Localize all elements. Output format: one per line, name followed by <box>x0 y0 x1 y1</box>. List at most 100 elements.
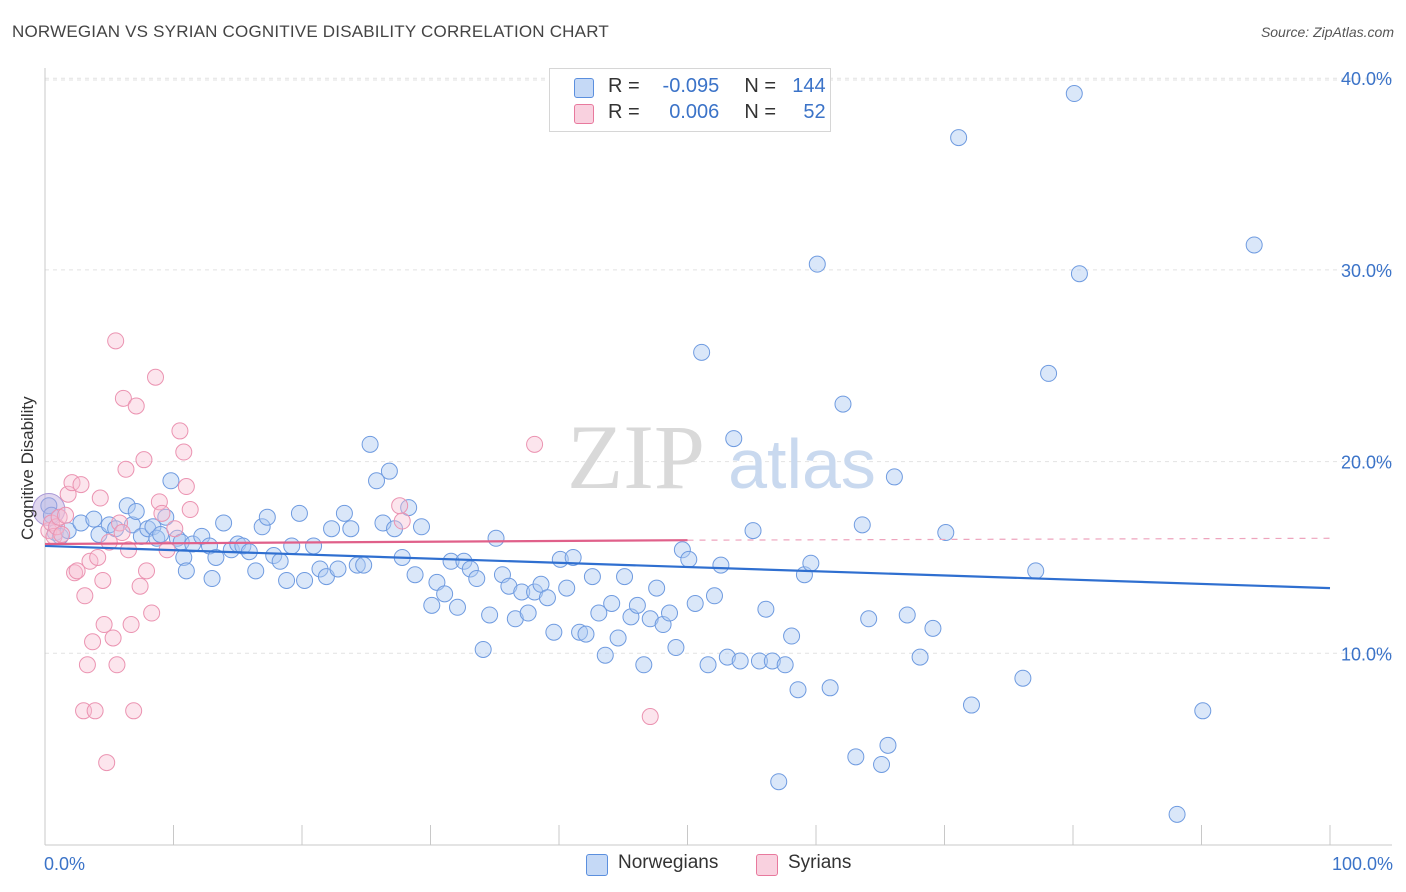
data-point-syrians <box>641 708 659 726</box>
data-point-norwegians <box>564 548 582 566</box>
data-point-syrians <box>50 508 68 526</box>
data-point-norwegians <box>705 587 723 605</box>
data-point-syrians <box>143 604 161 622</box>
chart-title: NORWEGIAN VS SYRIAN COGNITIVE DISABILITY… <box>12 22 609 41</box>
trend-lines <box>44 537 1331 590</box>
data-point-norwegians <box>789 681 807 699</box>
y-axis-label: Cognitive Disability <box>18 396 37 540</box>
data-point-syrians <box>108 656 126 674</box>
data-point-norwegians <box>323 520 341 538</box>
data-point-norwegians <box>436 585 454 603</box>
data-point-syrians <box>117 460 135 478</box>
data-point-norwegians <box>335 504 353 522</box>
data-point-norwegians <box>406 566 424 584</box>
data-point-norwegians <box>731 652 749 670</box>
data-point-norwegians <box>207 548 225 566</box>
data-point-norwegians <box>603 594 621 612</box>
data-point-norwegians <box>253 518 271 536</box>
axes <box>44 68 1392 846</box>
source-label: Source: ZipAtlas.com <box>1260 24 1394 40</box>
data-point-norwegians <box>1070 265 1088 283</box>
legend-swatch-syrians <box>574 104 594 124</box>
data-point-norwegians <box>413 518 431 536</box>
data-point-norwegians <box>380 462 398 480</box>
data-point-syrians <box>86 702 104 720</box>
data-point-syrians <box>138 562 156 580</box>
data-point-norwegians <box>821 679 839 697</box>
data-point-norwegians <box>368 472 386 490</box>
data-point-norwegians <box>834 395 852 413</box>
data-point-norwegians <box>776 656 794 674</box>
data-point-norwegians <box>290 504 308 522</box>
data-point-syrians <box>147 368 165 386</box>
data-point-norwegians <box>481 606 499 624</box>
data-point-norwegians <box>215 514 233 532</box>
data-point-norwegians <box>757 600 775 618</box>
data-point-norwegians <box>1014 669 1032 687</box>
data-point-norwegians <box>162 472 180 490</box>
data-point-norwegians <box>860 610 878 628</box>
data-point-syrians <box>175 443 193 461</box>
data-point-norwegians <box>1027 562 1045 580</box>
data-point-syrians <box>122 616 140 634</box>
data-point-norwegians <box>519 604 537 622</box>
data-point-syrians <box>166 520 184 538</box>
data-point-syrians <box>81 552 99 570</box>
data-point-syrians <box>135 451 153 469</box>
data-point-norwegians <box>911 648 929 666</box>
data-point-norwegians <box>648 579 666 597</box>
legend-r-label: R = <box>608 75 640 97</box>
data-point-syrians <box>75 702 93 720</box>
data-point-norwegians <box>40 497 58 515</box>
watermark: ZIP atlas <box>567 406 876 508</box>
data-point-norwegians <box>271 552 289 570</box>
data-point-norwegians <box>802 554 820 572</box>
data-point-syrians <box>393 512 411 530</box>
trend-line-norwegians <box>44 544 1331 590</box>
data-point-syrians <box>153 504 171 522</box>
data-point-norwegians <box>423 596 441 614</box>
data-point-syrians <box>181 501 199 519</box>
data-point-norwegians <box>712 556 730 574</box>
data-point-norwegians <box>635 656 653 674</box>
data-point-norwegians <box>265 547 283 565</box>
data-point-norwegians <box>693 343 711 361</box>
watermark-zip: ZIP <box>567 406 705 508</box>
data-point-norwegians <box>853 516 871 534</box>
data-point-syrians <box>131 577 149 595</box>
data-point-syrians <box>114 389 132 407</box>
data-point-norwegians <box>278 571 296 589</box>
data-point-norwegians <box>885 468 903 486</box>
data-point-norwegians <box>283 537 301 555</box>
data-point-norwegians <box>590 604 608 622</box>
data-point-norwegians <box>442 552 460 570</box>
data-point-norwegians <box>770 773 788 791</box>
series-syrians <box>40 332 659 772</box>
data-point-norwegians <box>247 562 265 580</box>
data-point-syrians <box>68 562 86 580</box>
data-point-syrians <box>84 633 102 651</box>
data-point-syrians <box>89 548 107 566</box>
data-point-norwegians <box>616 568 634 586</box>
data-point-norwegians <box>1245 236 1263 254</box>
data-point-norwegians <box>699 656 717 674</box>
bottom-legend-label-norwegians: Norwegians <box>618 852 719 873</box>
data-point-norwegians <box>513 583 531 601</box>
data-point-syrians <box>100 533 118 551</box>
data-point-norwegians <box>127 502 145 520</box>
data-point-syrians <box>66 564 84 582</box>
legend-r-value-syrians: 0.006 <box>669 101 720 123</box>
data-point-norwegians <box>329 560 347 578</box>
y-tick-label: 10.0% <box>1341 644 1392 664</box>
data-point-norwegians <box>571 623 589 641</box>
data-point-norwegians <box>744 522 762 540</box>
data-point-syrians <box>107 332 125 350</box>
data-point-syrians <box>104 629 122 647</box>
data-point-norwegians <box>667 639 685 657</box>
data-point-norwegians <box>673 541 691 559</box>
data-point-norwegians <box>924 619 942 637</box>
data-point-norwegians <box>763 652 781 670</box>
data-point-norwegians <box>448 598 466 616</box>
y-tick-label: 20.0% <box>1341 453 1392 473</box>
